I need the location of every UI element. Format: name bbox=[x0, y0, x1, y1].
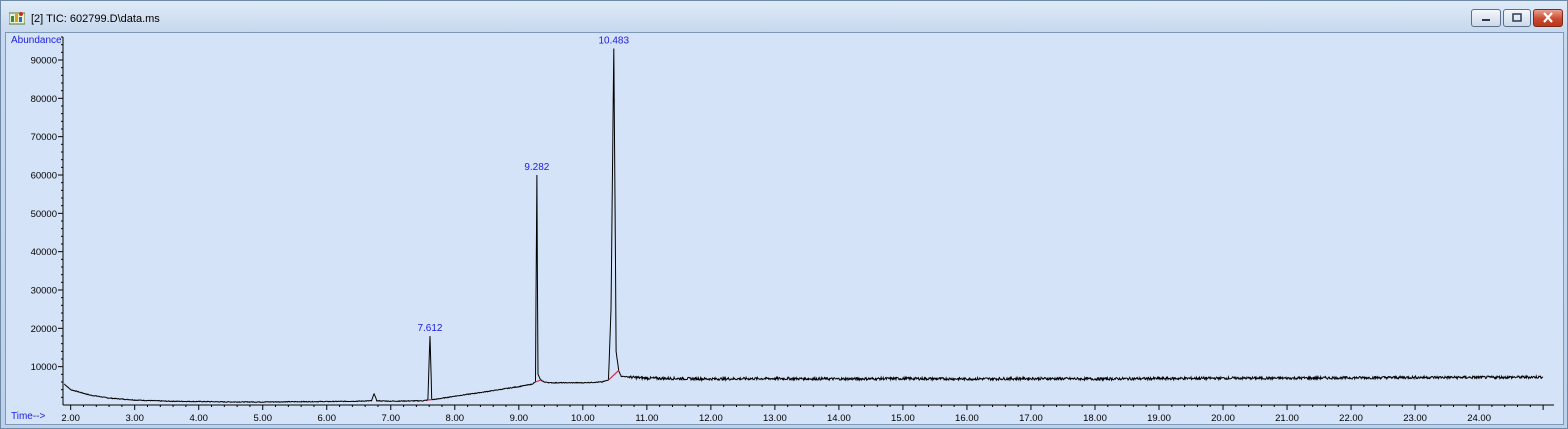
close-icon bbox=[1543, 12, 1553, 23]
title-bar[interactable]: [2] TIC: 602799.D\data.ms bbox=[1, 1, 1567, 31]
x-tick-label: 3.00 bbox=[125, 413, 144, 424]
y-tick-label: 80000 bbox=[31, 94, 57, 105]
y-tick-label: 50000 bbox=[31, 209, 57, 220]
chromatogram-plot[interactable]: 10000 20000 30000 40000 50000 60000 70000 80000… bbox=[5, 32, 1564, 425]
maximize-button[interactable] bbox=[1503, 9, 1531, 27]
x-tick-label: 17.00 bbox=[1019, 413, 1043, 424]
x-tick-label: 2.00 bbox=[61, 413, 80, 424]
x-tick-label: 10.00 bbox=[571, 413, 595, 424]
y-tick-label: 40000 bbox=[31, 247, 57, 258]
x-tick-label: 7.00 bbox=[382, 413, 401, 424]
minimize-button[interactable] bbox=[1471, 9, 1501, 27]
tic-trace bbox=[63, 48, 1544, 404]
y-axis-label: Abundance bbox=[11, 35, 62, 46]
x-tick-label: 4.00 bbox=[189, 413, 208, 424]
tic-chart: 10000 20000 30000 40000 50000 60000 70000 80000… bbox=[11, 35, 1554, 424]
y-tick-label: 10000 bbox=[31, 362, 57, 373]
chromatogram-app-icon bbox=[9, 12, 25, 25]
x-tick-label: 18.00 bbox=[1083, 413, 1107, 424]
x-tick-label: 19.00 bbox=[1147, 413, 1171, 424]
x-tick-label: 15.00 bbox=[891, 413, 915, 424]
x-tick-label: 21.00 bbox=[1275, 413, 1299, 424]
y-tick-label: 20000 bbox=[31, 324, 57, 335]
integration-baseline-marker bbox=[535, 379, 541, 383]
x-tick-label: 23.00 bbox=[1403, 413, 1427, 424]
close-button[interactable] bbox=[1533, 9, 1563, 27]
x-axis-label: Time--> bbox=[11, 411, 46, 422]
x-tick-label: 11.00 bbox=[635, 413, 658, 424]
x-tick-label: 13.00 bbox=[763, 413, 787, 424]
x-tick-label: 16.00 bbox=[955, 413, 979, 424]
x-tick-label: 9.00 bbox=[510, 413, 529, 424]
y-tick-label: 60000 bbox=[31, 171, 57, 182]
maximize-icon bbox=[1512, 13, 1522, 22]
x-tick-label: 20.00 bbox=[1211, 413, 1235, 424]
integration-baseline-marker bbox=[608, 370, 620, 381]
y-tick-label: 70000 bbox=[31, 132, 57, 143]
x-tick-label: 12.00 bbox=[699, 413, 723, 424]
window-title: [2] TIC: 602799.D\data.ms bbox=[31, 13, 160, 25]
peak-retention-label: 7.612 bbox=[417, 323, 442, 334]
x-tick-label: 22.00 bbox=[1339, 413, 1363, 424]
peak-retention-label: 10.483 bbox=[598, 36, 629, 47]
peak-retention-label: 9.282 bbox=[524, 162, 549, 173]
x-tick-label: 5.00 bbox=[253, 413, 272, 424]
y-tick-label: 90000 bbox=[31, 56, 57, 67]
x-tick-label: 14.00 bbox=[827, 413, 851, 424]
x-tick-label: 24.00 bbox=[1467, 413, 1491, 424]
x-tick-label: 6.00 bbox=[318, 413, 337, 424]
x-tick-label: 8.00 bbox=[446, 413, 465, 424]
y-tick-label: 30000 bbox=[31, 286, 57, 297]
minimize-icon bbox=[1482, 19, 1490, 21]
